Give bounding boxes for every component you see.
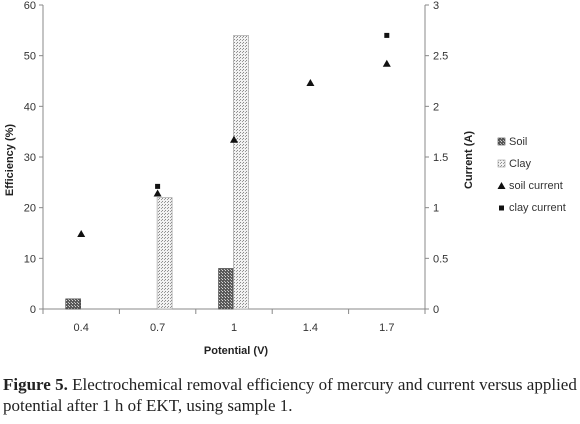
y2-tick-label: 0	[433, 304, 439, 316]
figure-caption: Figure 5. Electrochemical removal effici…	[3, 374, 579, 416]
chart: 0 10 20 30 40 50 60 0 0.5 1 1.5 2 2.5 3 0.4 0.7 1 1.4 1.…	[4, 0, 566, 357]
bar-soil	[65, 298, 81, 310]
y2-axis-title: Current (A)	[463, 131, 475, 189]
y-tick-label: 50	[24, 51, 36, 63]
y-axis-right: 0 0.5 1 1.5 2 2.5 3	[425, 0, 448, 316]
legend-label: Soil	[509, 136, 527, 148]
legend-label: Clay	[509, 158, 532, 170]
y2-tick-label: 2	[433, 101, 439, 113]
y-tick-label: 30	[24, 152, 36, 164]
y-tick-label: 40	[24, 101, 36, 113]
soil-current-point	[77, 230, 86, 238]
y-tick-label: 60	[24, 0, 36, 12]
y2-tick-label: 3	[433, 0, 439, 12]
legend-label: soil current	[509, 180, 563, 192]
soil-current-point	[306, 79, 315, 87]
y-tick-label: 20	[24, 203, 36, 215]
legend-swatch-clay	[497, 159, 506, 168]
y-axis-title: Efficiency (%)	[4, 124, 16, 196]
legend-label: clay current	[509, 202, 566, 214]
y2-tick-label: 1.5	[433, 152, 448, 164]
bars	[65, 35, 249, 310]
x-tick-label: 1	[231, 322, 237, 334]
legend-swatch-soil	[497, 137, 506, 146]
bar-clay	[233, 35, 249, 310]
clay-current-point	[155, 183, 161, 189]
soil-current-point	[153, 189, 162, 197]
y2-tick-label: 2.5	[433, 51, 448, 63]
current-points	[77, 32, 391, 238]
caption-label: Figure 5.	[3, 375, 68, 394]
x-tick-label: 0.4	[74, 322, 89, 334]
x-axis: 0.4 0.7 1 1.4 1.7	[42, 309, 426, 334]
x-tick-label: 0.7	[150, 322, 165, 334]
legend-marker-soil-current	[497, 182, 506, 189]
x-axis-title: Potential (V)	[204, 345, 269, 357]
y-axis-left: 0 10 20 30 40 50 60	[24, 0, 43, 316]
soil-current-point	[382, 59, 391, 67]
legend-marker-clay-current	[499, 205, 504, 211]
y2-tick-label: 1	[433, 203, 439, 215]
bar-soil	[218, 268, 234, 310]
caption-text: Electrochemical removal efficiency of me…	[3, 375, 577, 415]
y-tick-label: 10	[24, 253, 36, 265]
legend: Soil Clay soil current clay current	[497, 136, 566, 214]
bar-clay	[156, 197, 173, 310]
clay-current-point	[384, 32, 390, 38]
x-tick-label: 1.7	[379, 322, 394, 334]
soil-current-point	[230, 135, 238, 143]
x-tick-label: 1.4	[303, 322, 318, 334]
y-tick-label: 0	[30, 304, 36, 316]
y2-tick-label: 0.5	[433, 253, 448, 265]
